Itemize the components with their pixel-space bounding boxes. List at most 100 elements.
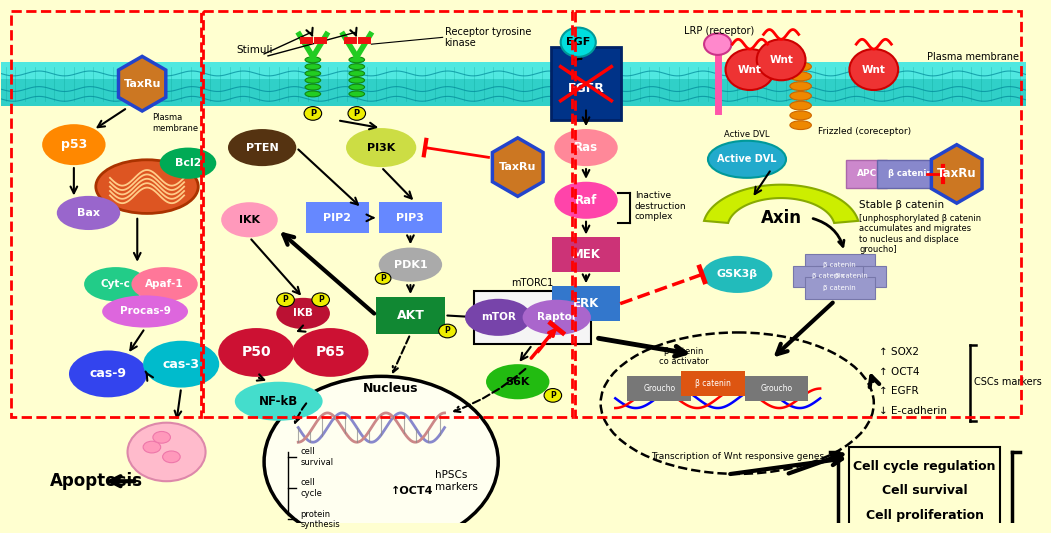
Ellipse shape (349, 63, 365, 69)
Text: Stimuli: Stimuli (236, 45, 272, 55)
Text: GSK3β: GSK3β (717, 269, 758, 279)
Text: P: P (380, 274, 386, 283)
Ellipse shape (57, 196, 120, 230)
Text: Active DVL: Active DVL (724, 131, 769, 140)
Text: P: P (445, 327, 451, 335)
Text: Receptor tyrosine
kinase: Receptor tyrosine kinase (445, 27, 531, 48)
Text: Procas-9: Procas-9 (120, 306, 170, 317)
Text: Raf: Raf (575, 194, 597, 207)
Text: EGFR: EGFR (568, 82, 604, 95)
Text: cell
cycle: cell cycle (301, 478, 322, 498)
Text: β catenin: β catenin (823, 285, 856, 291)
Text: β catenin: β catenin (888, 169, 932, 179)
Ellipse shape (708, 141, 786, 178)
Text: Groucho: Groucho (760, 384, 792, 393)
Text: mTOR: mTOR (480, 312, 516, 322)
Ellipse shape (305, 77, 321, 83)
FancyBboxPatch shape (877, 160, 943, 188)
Ellipse shape (849, 49, 899, 90)
Ellipse shape (143, 341, 220, 387)
Text: P: P (283, 295, 288, 304)
Text: APC: APC (857, 169, 878, 179)
Text: EGF: EGF (566, 37, 591, 47)
Ellipse shape (127, 423, 206, 481)
FancyBboxPatch shape (744, 376, 808, 401)
Ellipse shape (375, 272, 391, 284)
Ellipse shape (304, 107, 322, 120)
Ellipse shape (102, 295, 188, 328)
FancyBboxPatch shape (306, 202, 369, 233)
Text: TaxRu: TaxRu (936, 167, 976, 181)
Ellipse shape (228, 129, 296, 166)
Text: TaxRu: TaxRu (123, 79, 161, 88)
Ellipse shape (264, 376, 498, 533)
Text: [unphosphorylated β catenin
accumulates and migrates
to nucleus and displace
gro: [unphosphorylated β catenin accumulates … (859, 214, 982, 254)
Text: CSCs markers: CSCs markers (974, 377, 1042, 387)
Text: TaxRu: TaxRu (499, 162, 536, 172)
FancyBboxPatch shape (846, 160, 887, 188)
Ellipse shape (560, 28, 596, 57)
Text: P: P (354, 109, 359, 118)
FancyBboxPatch shape (474, 290, 591, 344)
Text: Bax: Bax (77, 208, 100, 218)
Bar (203, 11, 572, 417)
Text: IKB: IKB (293, 309, 313, 318)
Ellipse shape (305, 91, 321, 97)
Polygon shape (119, 56, 166, 111)
Text: β catenin: β catenin (695, 379, 730, 388)
Bar (11, 11, 201, 417)
Polygon shape (492, 138, 543, 196)
Text: Plasma membrane: Plasma membrane (927, 52, 1019, 62)
Text: β catenin: β catenin (811, 273, 844, 279)
Text: NF-kB: NF-kB (260, 395, 298, 408)
Text: Groucho: Groucho (643, 384, 675, 393)
Ellipse shape (305, 57, 321, 63)
Text: p53: p53 (61, 138, 87, 151)
Ellipse shape (276, 293, 294, 306)
Ellipse shape (790, 111, 811, 120)
Ellipse shape (160, 148, 217, 179)
Text: PTEN: PTEN (246, 143, 279, 152)
Ellipse shape (790, 101, 811, 110)
Ellipse shape (219, 328, 294, 377)
Text: P50: P50 (242, 345, 271, 359)
Ellipse shape (276, 298, 330, 329)
Text: β catenin: β catenin (834, 273, 868, 279)
Ellipse shape (757, 39, 805, 80)
Text: ↑ OCT4: ↑ OCT4 (879, 367, 920, 377)
Ellipse shape (544, 389, 561, 402)
Ellipse shape (69, 351, 147, 397)
Text: Wnt: Wnt (862, 64, 886, 75)
Text: β catenin
co activator: β catenin co activator (659, 346, 708, 366)
Ellipse shape (348, 107, 366, 120)
Text: Cyt-c: Cyt-c (101, 279, 130, 289)
Text: hPSCs
markers: hPSCs markers (435, 471, 478, 492)
Text: PDK1: PDK1 (394, 260, 428, 270)
Text: Nucleus: Nucleus (364, 382, 418, 395)
Ellipse shape (349, 77, 365, 83)
Bar (575, 11, 1021, 417)
Text: P: P (550, 391, 556, 400)
Ellipse shape (349, 91, 365, 97)
FancyBboxPatch shape (627, 376, 691, 401)
Text: Stable β catenin: Stable β catenin (859, 200, 944, 210)
Ellipse shape (554, 182, 618, 219)
Bar (1, 62, 1026, 79)
Text: cas-9: cas-9 (89, 367, 126, 381)
Ellipse shape (96, 160, 199, 213)
Ellipse shape (152, 432, 170, 443)
Ellipse shape (725, 49, 775, 90)
Text: Wnt: Wnt (769, 55, 794, 65)
Ellipse shape (143, 441, 161, 453)
Text: IKK: IKK (239, 215, 260, 225)
Text: PI3K: PI3K (367, 143, 395, 152)
Text: PIP3: PIP3 (396, 213, 425, 223)
Ellipse shape (790, 92, 811, 100)
Ellipse shape (349, 70, 365, 76)
Polygon shape (704, 184, 859, 223)
Text: cell
survival: cell survival (301, 447, 333, 466)
Text: β catenin: β catenin (823, 262, 856, 268)
Text: protein
synthesis: protein synthesis (301, 510, 339, 529)
Text: Active DVL: Active DVL (717, 154, 777, 164)
Text: ↑ EGFR: ↑ EGFR (879, 386, 919, 397)
